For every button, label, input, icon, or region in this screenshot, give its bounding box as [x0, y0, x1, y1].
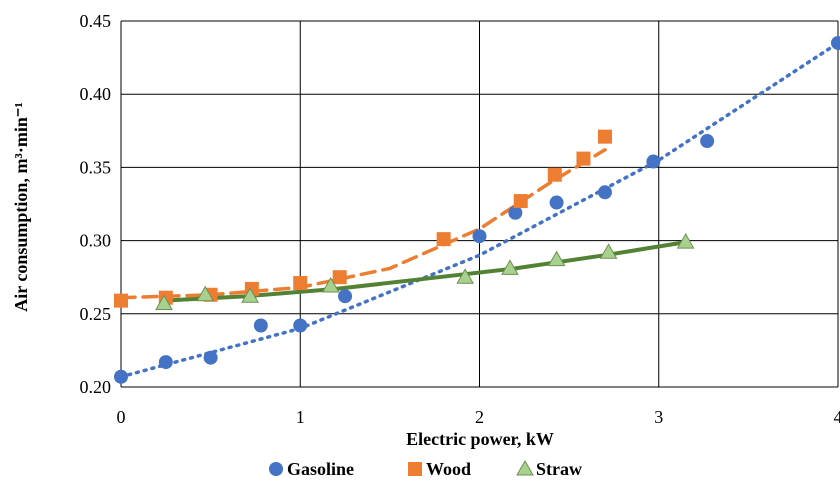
y-tick-label: 0.35	[80, 157, 112, 177]
gasoline-point	[114, 369, 128, 384]
wood-point	[332, 270, 347, 285]
trendline-wood	[119, 148, 607, 300]
legend-wood-label: Wood	[426, 459, 471, 479]
wood-point	[547, 167, 562, 182]
y-tick-label: 0.30	[80, 231, 112, 251]
gasoline-point	[549, 195, 564, 210]
wood-point	[436, 232, 451, 247]
y-axis-label: Air consumption, m³·min⁻¹	[11, 102, 31, 312]
straw-point	[155, 294, 173, 311]
gasoline-point	[646, 154, 661, 169]
y-tick-label: 0.20	[80, 377, 112, 397]
straw-point	[321, 276, 340, 293]
straw-point	[676, 233, 695, 249]
x-tick-label: 0	[117, 407, 126, 427]
straw-point	[456, 268, 475, 284]
gasoline-point	[203, 350, 218, 365]
legend-straw-marker	[516, 459, 534, 476]
gasoline-point	[338, 289, 353, 304]
legend-gasoline-marker	[269, 462, 283, 476]
straw-point	[241, 287, 259, 303]
wood-point	[513, 194, 528, 209]
y-tick-label: 0.45	[80, 11, 112, 31]
straw-point	[501, 259, 519, 275]
y-tick-label: 0.25	[80, 304, 112, 324]
legend-wood-marker	[408, 462, 422, 476]
tick-labels: 0.20 0.25 0.30 0.35 0.40 0.45 0 1 2 3 4	[80, 11, 840, 427]
legend: Gasoline Wood Straw	[269, 459, 582, 479]
x-tick-label: 4	[834, 407, 840, 427]
gasoline-point	[700, 134, 715, 149]
straw-point	[599, 243, 618, 259]
grid	[120, 20, 839, 388]
data-markers	[114, 35, 840, 384]
wood-point	[597, 129, 612, 144]
gasoline-point	[253, 318, 268, 333]
x-tick-label: 2	[475, 407, 484, 427]
gasoline-point	[472, 229, 487, 244]
gasoline-point	[508, 205, 523, 220]
x-tick-label: 3	[654, 407, 663, 427]
y-tick-label: 0.40	[80, 84, 112, 104]
legend-straw-label: Straw	[536, 459, 582, 479]
trendline-gasoline	[119, 41, 840, 379]
legend-gasoline-label: Gasoline	[287, 459, 354, 479]
x-axis-label: Electric power, kW	[406, 429, 554, 449]
wood-point	[293, 276, 308, 291]
gasoline-point	[293, 318, 308, 333]
straw-point	[196, 285, 215, 302]
gasoline-point	[597, 185, 612, 200]
x-tick-label: 1	[296, 407, 305, 427]
wood-point	[114, 293, 128, 308]
straw-point	[547, 250, 566, 267]
gasoline-point	[158, 355, 173, 370]
gasoline-point	[831, 35, 840, 50]
wood-point	[576, 151, 591, 166]
